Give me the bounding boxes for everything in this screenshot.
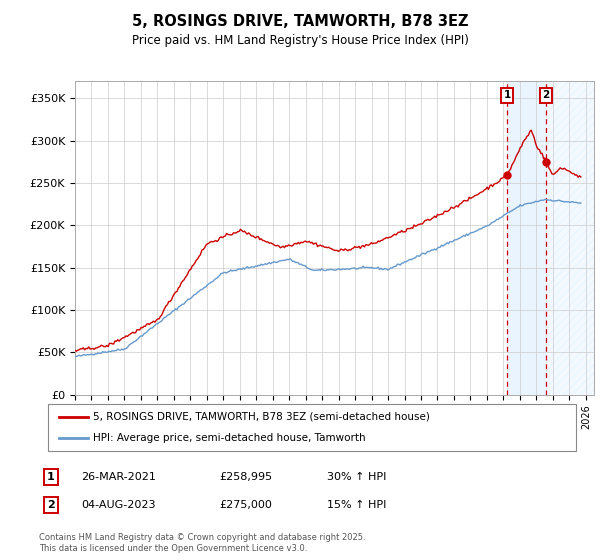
Text: 1: 1	[47, 472, 55, 482]
Text: 15% ↑ HPI: 15% ↑ HPI	[327, 500, 386, 510]
Text: £275,000: £275,000	[219, 500, 272, 510]
Bar	[546, 81, 594, 395]
Text: £258,995: £258,995	[219, 472, 272, 482]
Text: HPI: Average price, semi-detached house, Tamworth: HPI: Average price, semi-detached house,…	[93, 433, 365, 444]
Bar	[507, 81, 546, 395]
Text: 04-AUG-2023: 04-AUG-2023	[81, 500, 155, 510]
Text: 5, ROSINGS DRIVE, TAMWORTH, B78 3EZ: 5, ROSINGS DRIVE, TAMWORTH, B78 3EZ	[132, 14, 468, 29]
Text: 30% ↑ HPI: 30% ↑ HPI	[327, 472, 386, 482]
Text: Contains HM Land Registry data © Crown copyright and database right 2025.
This d: Contains HM Land Registry data © Crown c…	[39, 533, 365, 553]
Text: 2: 2	[542, 90, 550, 100]
Text: Price paid vs. HM Land Registry's House Price Index (HPI): Price paid vs. HM Land Registry's House …	[131, 34, 469, 46]
Text: 2: 2	[47, 500, 55, 510]
Text: 5, ROSINGS DRIVE, TAMWORTH, B78 3EZ (semi-detached house): 5, ROSINGS DRIVE, TAMWORTH, B78 3EZ (sem…	[93, 412, 430, 422]
Text: 1: 1	[503, 90, 511, 100]
FancyBboxPatch shape	[48, 404, 576, 451]
Text: 26-MAR-2021: 26-MAR-2021	[81, 472, 156, 482]
